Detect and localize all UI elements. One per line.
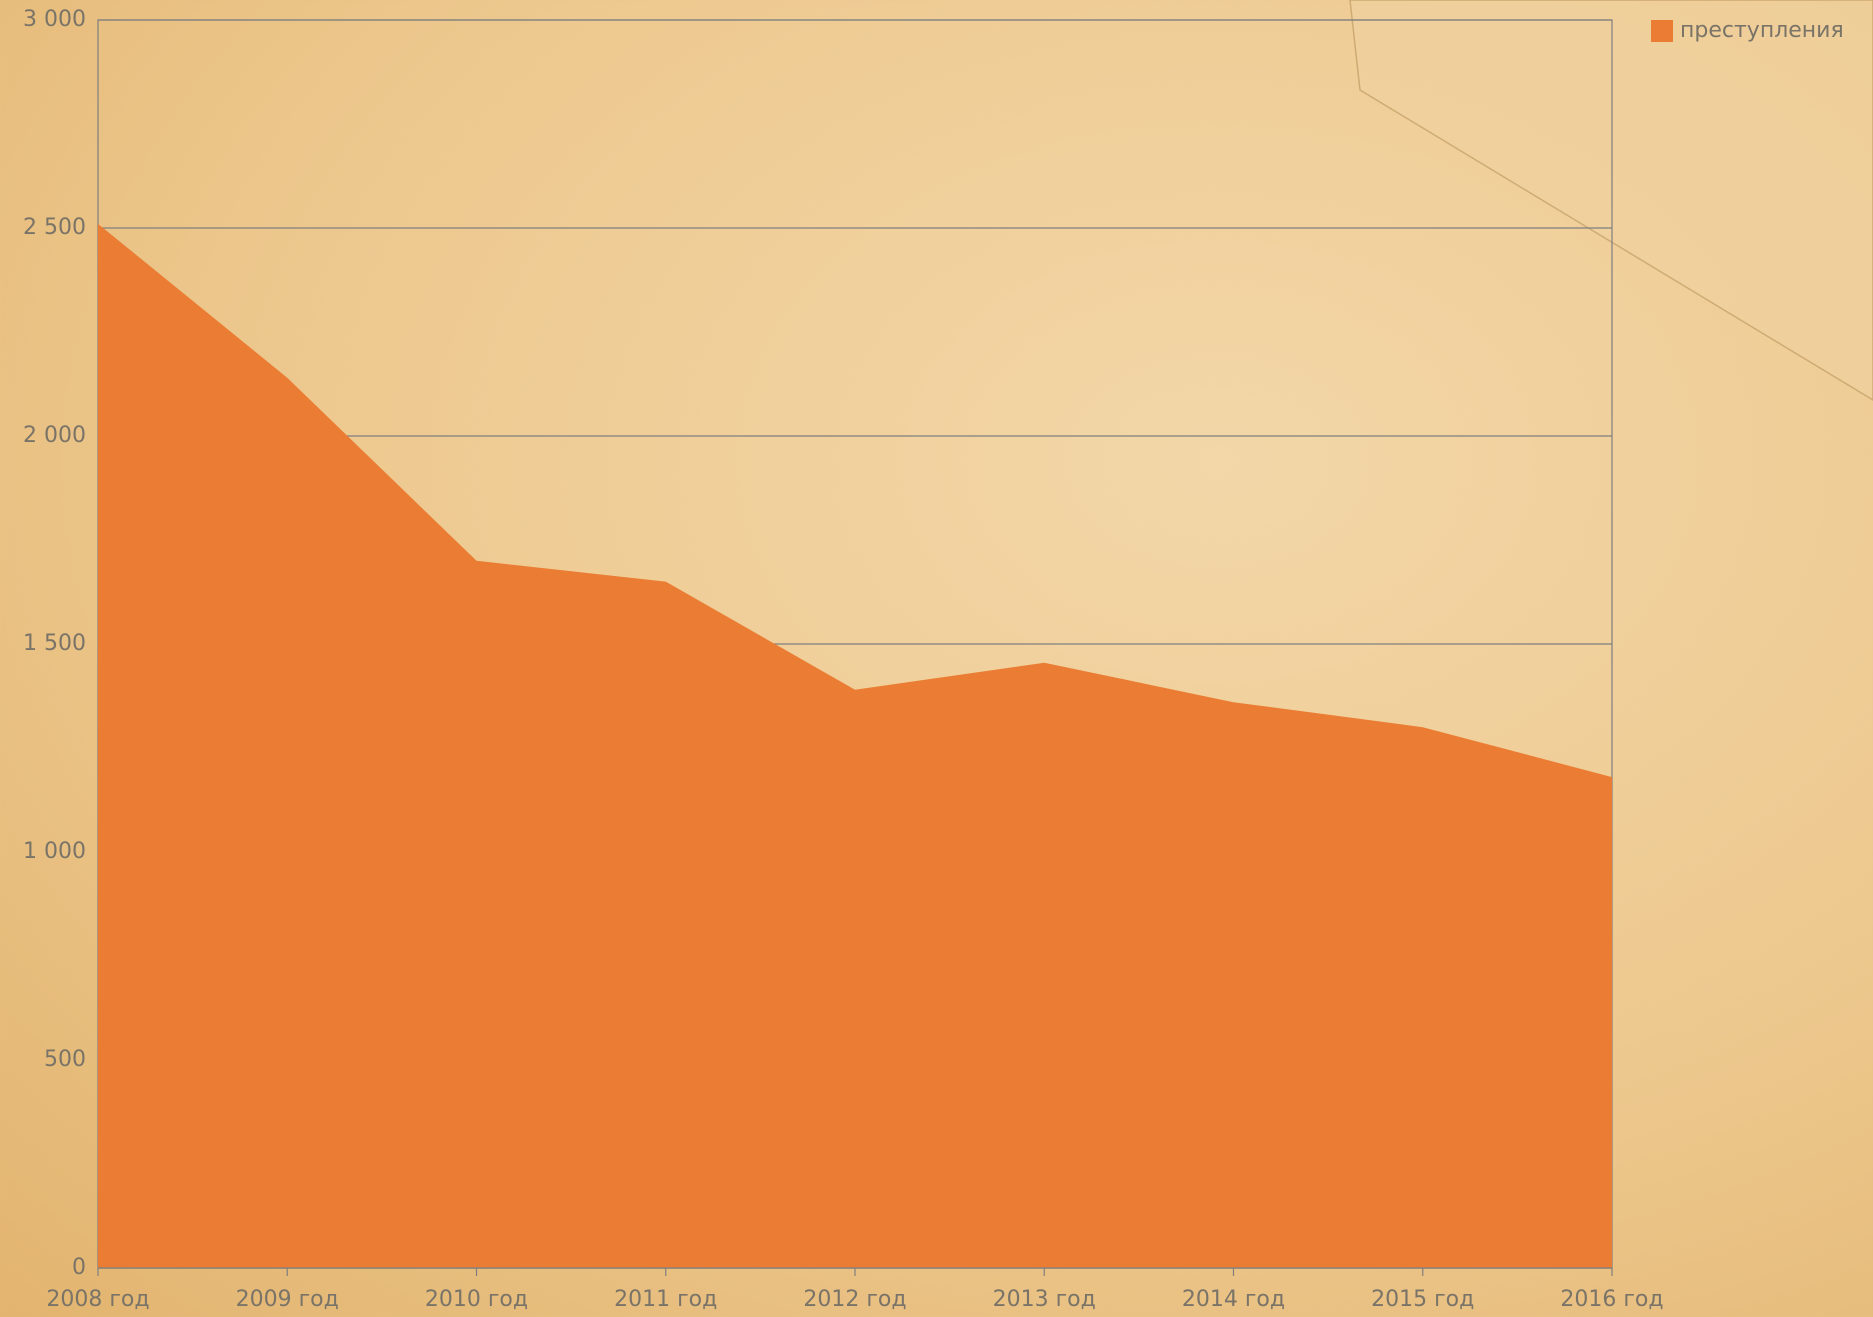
x-tick-label: 2015 год <box>1371 1287 1474 1312</box>
x-tick-label: 2016 год <box>1560 1287 1663 1312</box>
area <box>98 223 1612 1269</box>
y-tick-label: 500 <box>44 1047 86 1072</box>
x-tick-label: 2009 год <box>236 1287 339 1312</box>
y-tick-label: 3 000 <box>23 7 86 32</box>
x-tick-label: 2008 год <box>46 1287 149 1312</box>
y-tick-label: 1 000 <box>23 839 86 864</box>
x-tick-label: 2011 год <box>614 1287 717 1312</box>
legend-label: преступления <box>1680 18 1844 43</box>
x-tick-label: 2010 год <box>425 1287 528 1312</box>
legend-swatch <box>1651 20 1673 42</box>
y-tick-label: 0 <box>72 1255 86 1280</box>
y-tick-label: 2 500 <box>23 215 86 240</box>
x-tick-label: 2012 год <box>803 1287 906 1312</box>
y-tick-label: 2 000 <box>23 423 86 448</box>
y-tick-label: 1 500 <box>23 631 86 656</box>
x-tick-label: 2014 год <box>1182 1287 1285 1312</box>
x-tick-label: 2013 год <box>993 1287 1096 1312</box>
